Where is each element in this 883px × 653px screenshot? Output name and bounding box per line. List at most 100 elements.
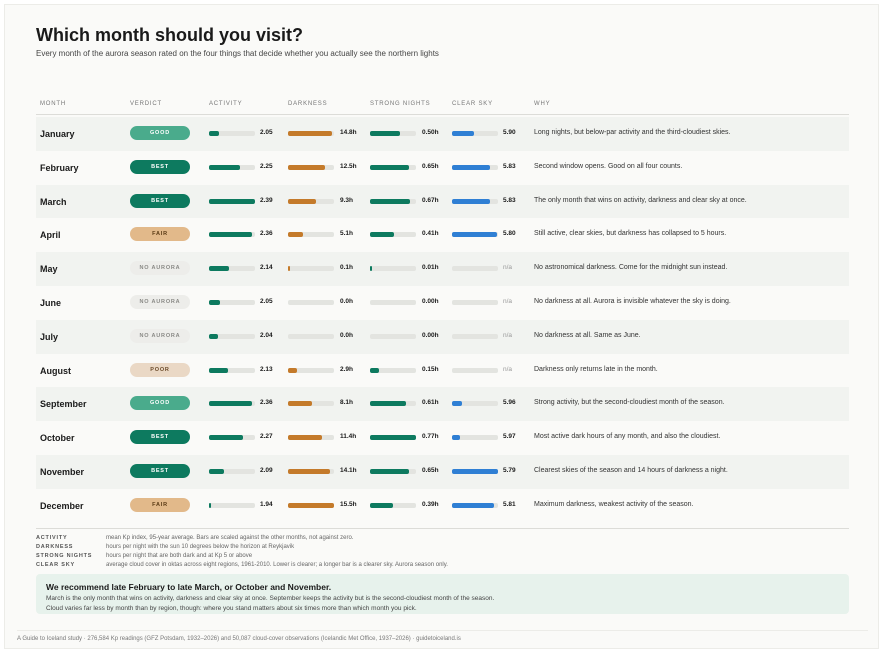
darkness-value: 5.1h (340, 230, 354, 238)
verdict-badge: BEST (130, 193, 190, 208)
clear-sky-bar (452, 164, 498, 170)
why-text: Strong activity, but the second-cloudies… (534, 399, 725, 407)
why-text: Still active, clear skies, but darkness … (534, 230, 727, 238)
darkness-bar (288, 131, 334, 136)
darkness-bar (288, 401, 334, 407)
header-month: MONTH (40, 101, 66, 107)
month-label: July (40, 331, 59, 342)
strong-nights-value: 0.41h (422, 230, 439, 238)
clear-sky-value: n/a (503, 365, 513, 373)
clear-sky-value: 5.80 (503, 230, 516, 238)
header-clear-sky: CLEAR SKY (452, 101, 493, 107)
why-text: Maximum darkness, weakest activity of th… (534, 500, 694, 508)
table-row: March BEST 2.39 9.3h 0.67h 5.83 The only month… (36, 184, 849, 219)
activity-bar (209, 367, 255, 373)
activity-value: 2.39 (260, 196, 273, 204)
clear-sky-bar (452, 333, 498, 339)
darkness-bar-fill (288, 232, 304, 238)
clear-sky-value: n/a (503, 297, 513, 305)
header-strong-nights: STRONG NIGHTS (370, 101, 431, 107)
activity-bar (209, 164, 255, 170)
month-label: November (40, 466, 85, 477)
month-label: January (40, 129, 75, 139)
legend-key: DARKNESS (36, 544, 74, 550)
darkness-bar (288, 232, 334, 238)
strong-nights-value: 0.65h (422, 466, 439, 474)
month-label: June (40, 297, 62, 308)
verdict-badge: POOR (130, 362, 190, 377)
table-row: December FAIR 1.94 15.5h 0.39h 5.81 Maximum da… (36, 489, 849, 523)
activity-bar-fill (209, 367, 229, 373)
darkness-value: 0.0h (340, 297, 354, 305)
verdict-badge: FAIR (130, 497, 190, 512)
clear-sky-value: 5.90 (503, 129, 516, 136)
table-row: August POOR 2.13 2.9h 0.15h n/a Darkness only … (36, 354, 849, 388)
verdict-badge: GOOD (130, 126, 190, 140)
strong-nights-bar (370, 333, 416, 339)
activity-bar (209, 131, 255, 136)
why-text: Long nights, but below-par activity and … (534, 129, 731, 136)
clear-sky-bar (452, 468, 498, 474)
darkness-bar (288, 468, 334, 474)
strong-nights-bar-fill (370, 367, 379, 373)
activity-value: 2.05 (260, 297, 273, 305)
legend-key: ACTIVITY (36, 535, 68, 541)
clear-sky-bar-fill (452, 131, 475, 136)
month-label: December (40, 500, 84, 511)
why-text: Darkness only returns late in the month. (534, 365, 658, 373)
activity-bar-fill (209, 401, 252, 407)
activity-value: 2.14 (260, 264, 273, 272)
activity-value: 2.09 (260, 466, 273, 474)
strong-nights-value: 0.67h (422, 196, 439, 204)
header-activity: ACTIVITY (209, 101, 243, 107)
strong-nights-bar (370, 198, 416, 204)
table-row: November BEST 2.09 14.1h 0.65h 5.79 Clearest s… (36, 454, 849, 489)
header-verdict: VERDICT (130, 101, 162, 107)
darkness-bar-fill (288, 401, 312, 407)
footer-credits: A Guide to Iceland study · 276,584 Kp re… (17, 630, 868, 642)
strong-nights-value: 0.15h (422, 365, 439, 373)
clear-sky-bar-fill (452, 232, 498, 238)
recommendation-text: March is the only month that wins on act… (46, 595, 495, 602)
activity-value: 2.05 (260, 129, 273, 136)
activity-value: 2.13 (260, 365, 273, 373)
darkness-bar (288, 333, 334, 339)
strong-nights-bar-fill (370, 435, 416, 441)
why-text: Second window opens. Good on all four co… (534, 162, 683, 170)
darkness-bar-fill (288, 164, 326, 170)
clear-sky-value: 5.83 (503, 196, 516, 204)
table-header: MONTH VERDICT ACTIVITY DARKNESS STRONG N… (36, 101, 849, 115)
table-row: September GOOD 2.36 8.1h 0.61h 5.96 Strong act… (36, 387, 849, 422)
page-subtitle: Every month of the aurora season rated o… (36, 49, 439, 58)
table-row: July NO AURORA 2.04 0.0h 0.00h n/a No darkness… (36, 319, 849, 354)
table-row: January GOOD 2.05 14.8h 0.50h 5.90 Long nights… (36, 117, 849, 151)
activity-value: 1.94 (260, 500, 273, 508)
activity-value: 2.36 (260, 230, 273, 238)
activity-bar (209, 468, 255, 474)
month-label: October (40, 433, 75, 444)
clear-sky-value: 5.83 (503, 162, 516, 170)
activity-bar-fill (209, 266, 230, 272)
month-table: January GOOD 2.05 14.8h 0.50h 5.90 Long nights… (36, 117, 849, 523)
clear-sky-bar (452, 367, 498, 373)
verdict-badge: GOOD (130, 396, 190, 411)
activity-bar (209, 232, 255, 238)
activity-bar (209, 333, 255, 339)
darkness-bar (288, 198, 334, 204)
legend-desc: hours per night with the sun 10 degrees … (106, 544, 295, 550)
darkness-value: 11.4h (340, 433, 357, 441)
darkness-value: 15.5h (340, 500, 357, 508)
strong-nights-bar-fill (370, 131, 400, 136)
activity-bar (209, 435, 255, 441)
recommendation-text: Cloud varies far less by month than by r… (46, 605, 417, 612)
verdict-badge: NO AURORA (130, 328, 190, 343)
clear-sky-bar-fill (452, 164, 491, 170)
clear-sky-bar (452, 401, 498, 407)
legend-row: STRONG NIGHTS hours per night that are b… (36, 553, 849, 562)
strong-nights-bar-fill (370, 468, 409, 474)
verdict-badge: NO AURORA (130, 261, 190, 276)
activity-bar-fill (209, 131, 220, 136)
strong-nights-bar (370, 266, 416, 272)
activity-bar (209, 299, 255, 305)
clear-sky-bar (452, 435, 498, 441)
